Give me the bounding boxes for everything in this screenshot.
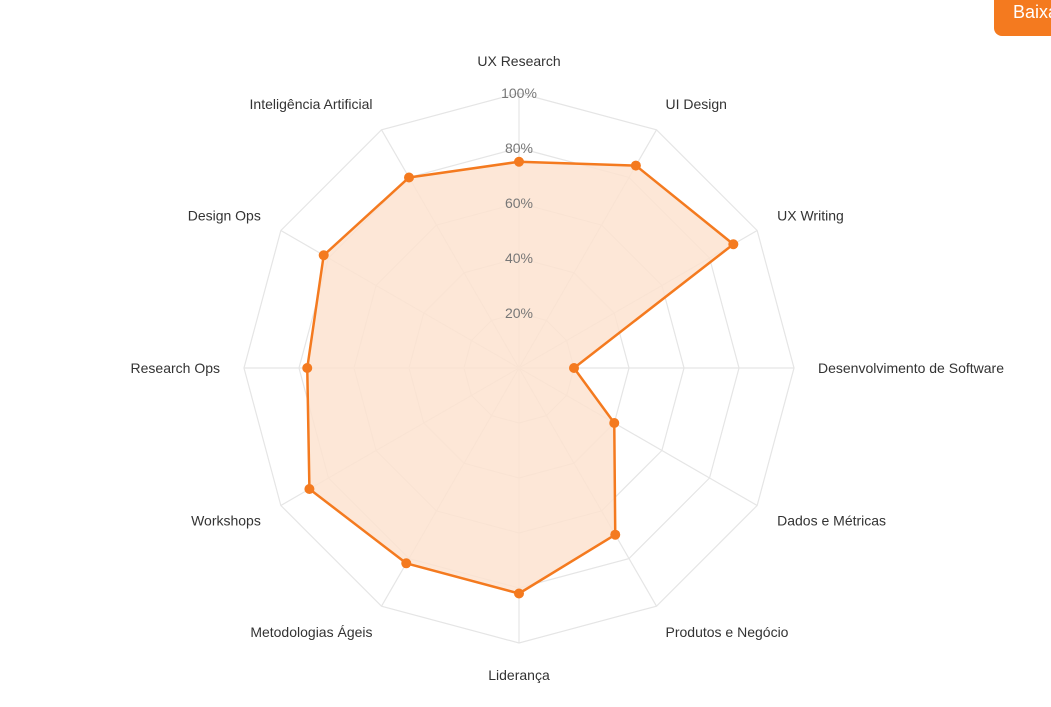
data-point[interactable]: [514, 156, 524, 167]
data-point[interactable]: [610, 529, 621, 540]
data-point[interactable]: [728, 239, 739, 250]
data-point[interactable]: [569, 363, 579, 373]
data-point[interactable]: [304, 484, 315, 494]
data-point[interactable]: [609, 418, 620, 428]
series-area: [306, 160, 735, 595]
radar-tick-labels: 20% 40% 60% 80% 100%: [501, 85, 537, 321]
axis-label: Liderança: [488, 667, 550, 683]
data-point[interactable]: [318, 250, 329, 261]
radar-points: [302, 156, 739, 599]
tick-label: 80%: [505, 140, 533, 156]
data-point[interactable]: [404, 172, 414, 183]
data-point[interactable]: [630, 160, 641, 171]
download-button[interactable]: Baixar: [994, 0, 1051, 36]
data-point[interactable]: [401, 558, 412, 569]
axis-label: Desenvolvimento de Software: [818, 360, 1004, 376]
tick-label: 60%: [505, 195, 533, 211]
data-point[interactable]: [302, 363, 313, 373]
axis-label: UX Writing: [777, 208, 844, 224]
radar-series: [306, 160, 735, 595]
axis-label: Inteligência Artificial: [250, 96, 373, 112]
axis-label: Dados e Métricas: [777, 513, 886, 529]
radar-axis-labels: UX Research UI Design UX Writing Desenvolvi…: [131, 53, 1005, 683]
tick-label: 20%: [505, 305, 533, 321]
axis-label: Workshops: [191, 513, 261, 529]
axis-label: UI Design: [666, 96, 727, 112]
axis-label: Produtos e Negócio: [666, 624, 789, 640]
axis-label: UX Research: [477, 53, 560, 69]
data-point[interactable]: [514, 588, 524, 599]
axis-label: Design Ops: [188, 208, 261, 224]
axis-label: Metodologias Ágeis: [250, 624, 372, 640]
tick-label: 40%: [505, 250, 533, 266]
axis-label: Research Ops: [131, 360, 220, 376]
tick-label: 100%: [501, 85, 537, 101]
